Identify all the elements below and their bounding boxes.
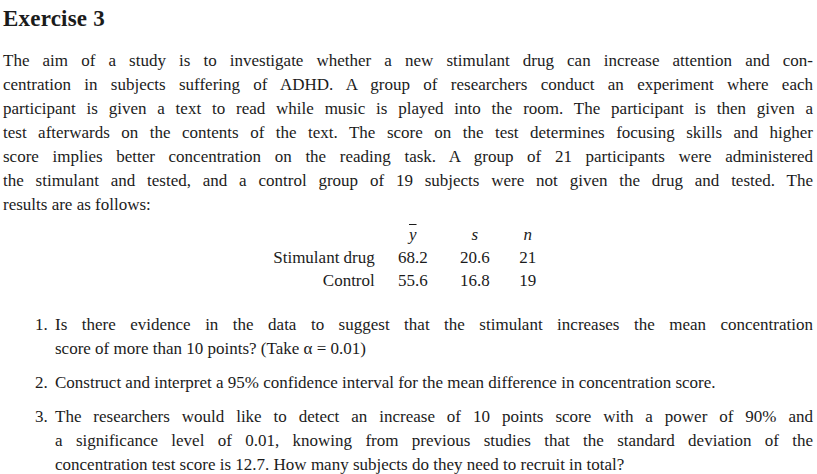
y-bar-symbol: y	[409, 225, 417, 244]
document-page: Exercise 3 The aim of a study is to inve…	[0, 0, 817, 474]
paragraph-line: test afterwards on the contents of the t…	[3, 121, 813, 145]
cell-stimulant-sd: 20.6	[451, 246, 499, 269]
cell-control-n: 19	[513, 269, 543, 292]
question-number: 1.	[35, 313, 48, 337]
question-item-3: 3. The researchers would like to detect …	[3, 405, 813, 474]
paragraph-line: participant is given a text to read whil…	[3, 97, 813, 121]
question-line: score of more than 10 points? (Take α = …	[55, 337, 813, 361]
paragraph-line: The aim of a study is to investigate whe…	[3, 49, 813, 73]
intro-paragraph: The aim of a study is to investigate whe…	[3, 49, 813, 217]
results-table: y s n Stimulant drug 68.2 20.6 21 Contro…	[3, 223, 813, 292]
table-header-sd: s	[451, 223, 499, 246]
cell-stimulant-n: 21	[513, 246, 543, 269]
question-line: concentration test score is 12.7. How ma…	[55, 453, 813, 474]
paragraph-line: score implies better concentration on th…	[3, 145, 813, 169]
question-item-1: 1. Is there evidence in the data to sugg…	[3, 313, 813, 361]
cell-stimulant-mean: 68.2	[389, 246, 437, 269]
question-number: 2.	[35, 371, 48, 395]
table-header-mean: y	[389, 223, 437, 246]
paragraph-line: results are as follows:	[3, 193, 813, 217]
question-list: 1. Is there evidence in the data to sugg…	[3, 313, 813, 474]
question-line: Construct and interpret a 95% confidence…	[55, 371, 813, 395]
question-number: 3.	[35, 405, 48, 429]
question-line: a significance level of 0.01, knowing fr…	[55, 429, 813, 453]
paragraph-line: the stimulant and tested, and a control …	[3, 169, 813, 193]
exercise-title: Exercise 3	[3, 5, 813, 32]
table-corner-cell	[273, 223, 375, 246]
question-item-2: 2. Construct and interpret a 95% confide…	[3, 371, 813, 395]
cell-control-mean: 55.6	[389, 269, 437, 292]
question-line: Is there evidence in the data to suggest…	[55, 313, 813, 337]
row-label-control: Control	[273, 269, 375, 292]
table-header-n: n	[513, 223, 543, 246]
row-label-stimulant: Stimulant drug	[273, 246, 375, 269]
question-line: The researchers would like to detect an …	[55, 405, 813, 429]
cell-control-sd: 16.8	[451, 269, 499, 292]
paragraph-line: centration in subjects suffering of ADHD…	[3, 73, 813, 97]
